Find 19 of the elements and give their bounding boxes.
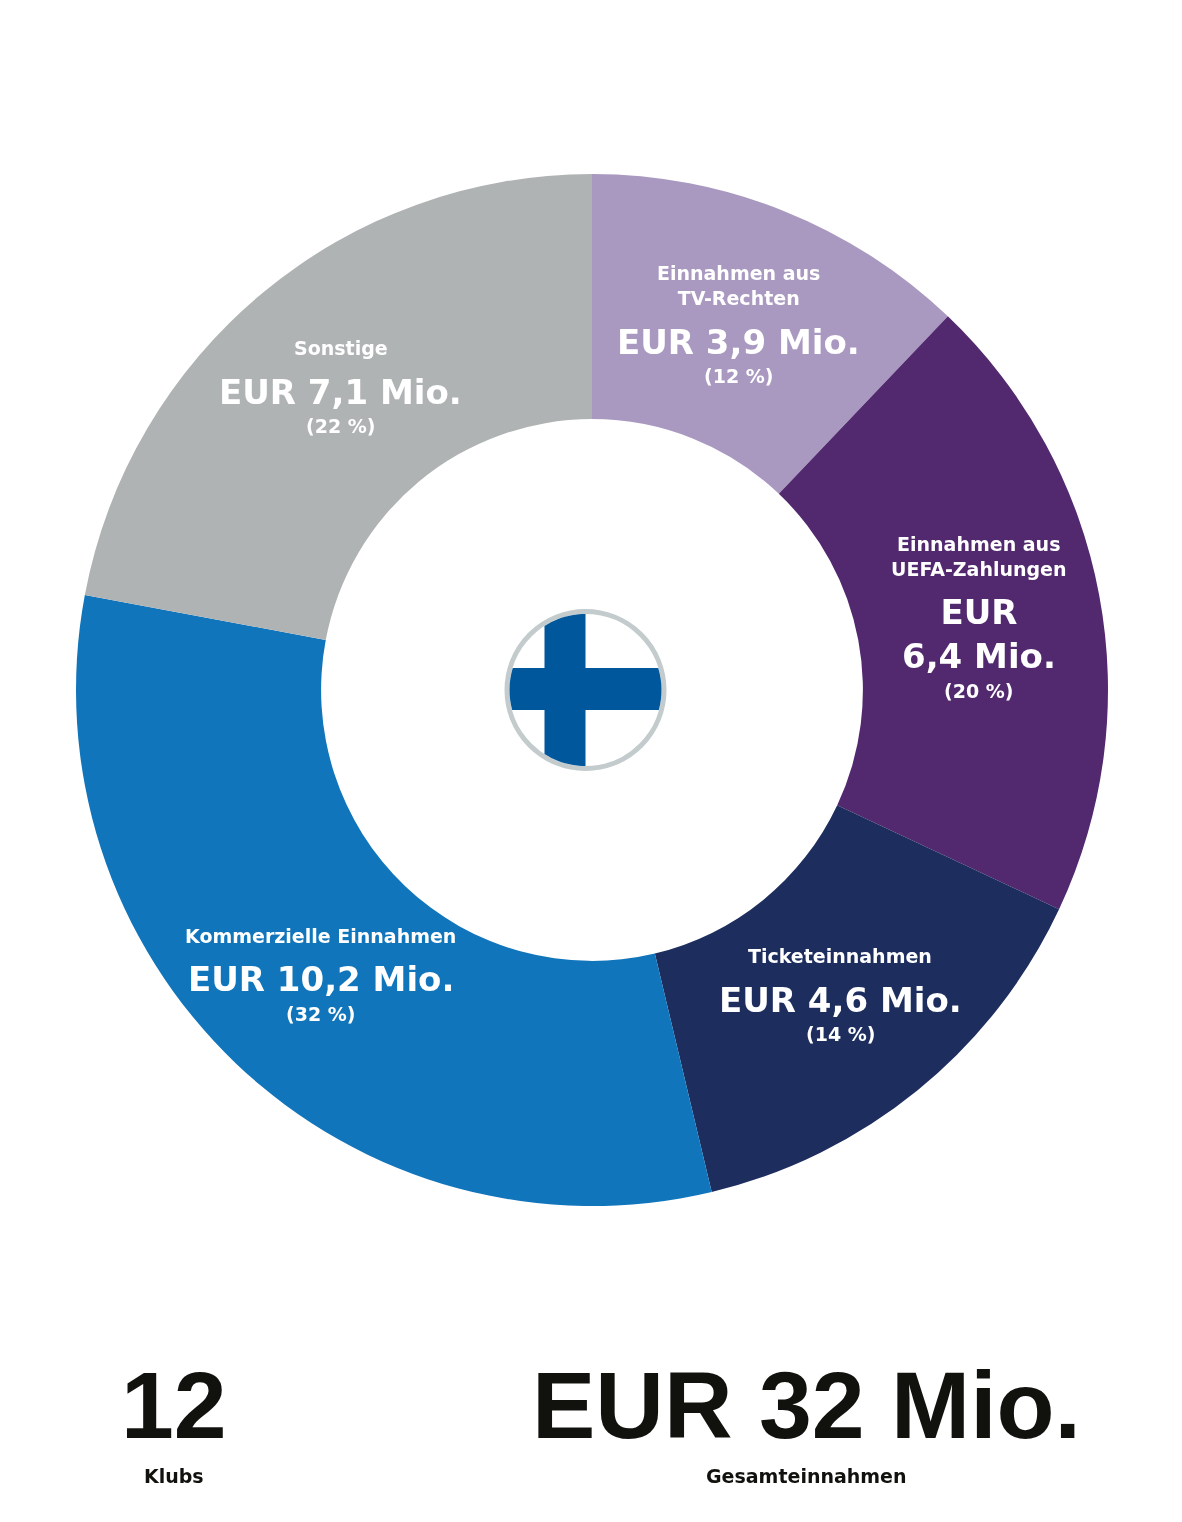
text: 12 [121, 1352, 227, 1458]
data-label: EUR 7,1 Mio. (22 %) [219, 372, 462, 437]
slice-label: Einnahmen aus TV-Rechten [657, 262, 821, 309]
data-label: EUR 10,2 Mio. (32 %) [188, 959, 455, 1025]
donut-slice [778, 316, 1108, 910]
slice-label: Einnahmen aus UEFA-Zahlungen [891, 533, 1067, 580]
data-label: EUR 3,9 Mio. (12 %) [617, 322, 860, 387]
data-label: EUR 6,4 Mio. (20 %) [902, 592, 1056, 702]
donut-slice [654, 805, 1060, 1192]
slice-label: Sonstige [294, 337, 388, 359]
text: Gesamteinnahmen [706, 1465, 907, 1487]
slice-label: Ticketeinnahmen [748, 945, 932, 967]
slice-label: Kommerzielle Einnahmen [185, 925, 457, 947]
donut-slice [84, 174, 592, 641]
donut-slice [592, 174, 948, 494]
text: Klubs [144, 1465, 204, 1487]
data-label: EUR 4,6 Mio. (14 %) [719, 980, 962, 1045]
text: EUR 32 Mio. [532, 1352, 1081, 1458]
donut-slice [76, 594, 712, 1206]
